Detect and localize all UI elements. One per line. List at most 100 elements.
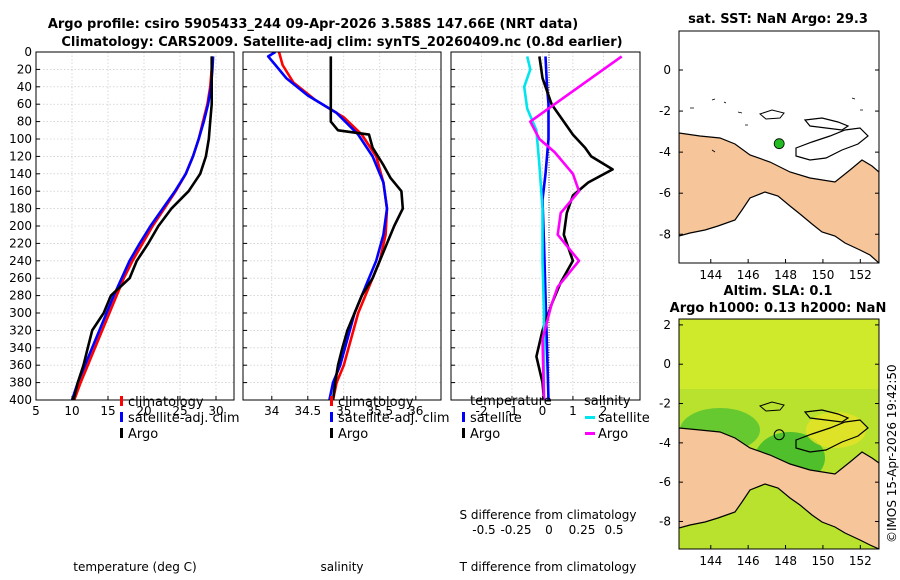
- legend-label-climatology: climatology: [338, 395, 414, 410]
- sst-map: sat. SST: NaN Argo: 29.3 144 146 148 150 152…: [659, 12, 880, 282]
- legend-swatch-argo: [120, 428, 123, 438]
- y-tick-label: 280: [9, 289, 32, 303]
- x-tick-label: 34.5: [294, 404, 321, 418]
- x-tick-label: 10: [64, 404, 79, 418]
- new-ireland-land: [803, 117, 850, 131]
- figure-title-line1: Argo profile: csiro 5905433_244 09-Apr-2…: [48, 17, 578, 32]
- manus-island: [758, 109, 785, 120]
- legend-title-salinity: salinity: [584, 394, 631, 409]
- y-tick-label: 320: [9, 323, 32, 337]
- y-tick-label: 340: [9, 341, 32, 355]
- series-line-argo: [329, 56, 405, 400]
- legend-swatch-sal-argo: [585, 432, 595, 435]
- map-y-tick-label: 2: [663, 318, 671, 332]
- series-line-salinity-satellite: [522, 56, 546, 400]
- legend-swatch-satellite: [330, 412, 333, 422]
- series-line-temperature-argo: [535, 56, 614, 400]
- difference-panel: -2 -1 0 1 2 T difference from climatology S …: [450, 51, 650, 574]
- sla-patch-yellow: [806, 412, 866, 448]
- s-tick-4: 0.25: [569, 523, 596, 537]
- map-x-tick-label: 150: [811, 268, 834, 282]
- map-x-tick-label: 148: [774, 554, 797, 568]
- legend-swatch-climatology: [330, 396, 333, 406]
- figure-title-line2: Climatology: CARS2009. Satellite-adj cli…: [61, 35, 622, 50]
- salinity-xlabel: salinity: [320, 560, 363, 574]
- legend-label-argo: Argo: [128, 427, 158, 442]
- x-tick-label: 25: [172, 404, 187, 418]
- legend-swatch-sal-satellite: [585, 416, 595, 419]
- map-y-tick-label: -6: [659, 475, 671, 489]
- argo-marker: [773, 429, 785, 441]
- x-tick-label: 30: [208, 404, 223, 418]
- map-x-tick-label: 150: [811, 554, 834, 568]
- manus-island: [758, 401, 785, 412]
- x-tick-label: 5: [32, 404, 40, 418]
- legend-label-satellite: satellite-adj. clim: [338, 411, 450, 426]
- y-tick-label: 200: [9, 219, 32, 233]
- sla-map-title-line1: Altim. SLA: 0.1: [724, 284, 833, 299]
- y-tick-label: 400: [9, 393, 32, 407]
- x-tick-label: 15: [100, 404, 115, 418]
- map-x-tick-label: 144: [699, 268, 722, 282]
- map-y-tick-label: -4: [659, 145, 671, 159]
- s-tick-2: -0.25: [500, 523, 531, 537]
- legend-label-sal-satellite: satellite: [598, 411, 650, 426]
- salinity-legend: climatology satellite-adj. clim Argo: [330, 395, 450, 442]
- s-tick-3: 0: [545, 523, 553, 537]
- series-line-argo: [72, 56, 213, 400]
- legend-swatch-argo: [330, 428, 333, 438]
- map-y-tick-label: -8: [659, 514, 671, 528]
- legend-label-climatology: climatology: [128, 395, 204, 410]
- argo-marker: [773, 138, 785, 150]
- legend-label-satellite: satellite-adj. clim: [128, 411, 240, 426]
- legend-label-argo: Argo: [338, 427, 368, 442]
- new-britain-land: [795, 419, 869, 453]
- y-tick-label: 360: [9, 358, 32, 372]
- new-guinea-land: [679, 132, 879, 263]
- map-y-tick-label: 0: [663, 63, 671, 77]
- y-tick-label: 380: [9, 376, 32, 390]
- sst-map-title: sat. SST: NaN Argo: 29.3: [688, 12, 868, 27]
- s-diff-axis-label: S difference from climatology: [460, 508, 637, 522]
- salinity-panel: 34 34.5 35 35.5 36 salinity climatology sate…: [242, 51, 450, 574]
- sla-field-high: [679, 319, 879, 389]
- legend-swatch-satellite: [120, 412, 123, 422]
- temperature-legend: climatology satellite-adj. clim Argo: [120, 395, 240, 442]
- y-tick-label: 140: [9, 167, 32, 181]
- sla-map-title-line2: Argo h1000: 0.13 h2000: NaN: [670, 301, 887, 316]
- y-tick-label: 100: [9, 132, 32, 146]
- legend-swatch-temp-argo: [462, 428, 465, 438]
- x-tick-label: 36: [408, 404, 423, 418]
- map-x-tick-label: 146: [737, 268, 760, 282]
- map-y-tick-label: 0: [663, 357, 671, 371]
- map-x-tick-label: 152: [849, 554, 872, 568]
- y-tick-label: 120: [9, 149, 32, 163]
- y-tick-label: 20: [17, 62, 32, 76]
- map-y-tick-label: -8: [659, 227, 671, 241]
- x-tick-label: 34: [264, 404, 279, 418]
- x-tick-label: -2: [475, 404, 487, 418]
- map-x-tick-label: 148: [774, 268, 797, 282]
- series-line-satellite-adj-clim: [70, 56, 215, 400]
- legend-label-temp-satellite: satellite: [470, 411, 522, 426]
- map-x-tick-label: 146: [737, 554, 760, 568]
- legend-swatch-climatology: [120, 396, 123, 406]
- difference-legend: temperature salinity satellite Argo sate…: [462, 394, 650, 442]
- series-line-satellite-adj-clim: [266, 52, 389, 400]
- new-guinea-land: [679, 427, 879, 549]
- map-y-tick-label: -6: [659, 186, 671, 200]
- small-islands: [690, 97, 863, 153]
- map-x-tick-label: 144: [699, 554, 722, 568]
- legend-swatch-temp-satellite: [462, 412, 465, 422]
- x-tick-label: 20: [136, 404, 151, 418]
- y-tick-label: 160: [9, 184, 32, 198]
- new-ireland-land: [803, 409, 850, 423]
- y-tick-label: 260: [9, 271, 32, 285]
- y-tick-label: 180: [9, 202, 32, 216]
- sla-map: Altim. SLA: 0.1 Argo h1000: 0.13 h2000: …: [659, 284, 886, 568]
- s-tick-5: 0.5: [604, 523, 623, 537]
- t-diff-xlabel: T difference from climatology: [459, 560, 637, 574]
- x-tick-label: 2: [600, 404, 608, 418]
- map-y-tick-label: -4: [659, 436, 671, 450]
